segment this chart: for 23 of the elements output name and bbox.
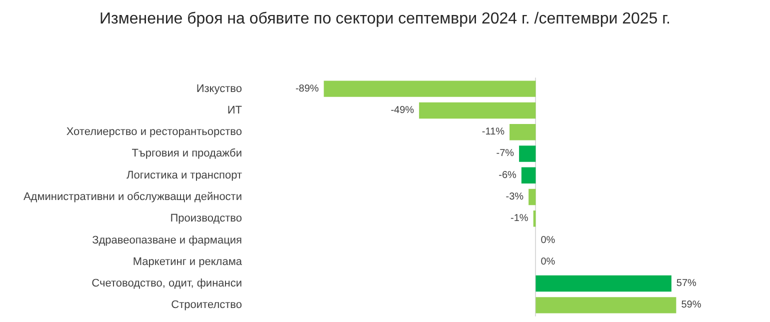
- data-label: -7%: [496, 148, 514, 160]
- y-tick-label: Маркетинг и реклама: [132, 256, 243, 268]
- data-label: -11%: [482, 126, 505, 138]
- y-tick-label: Строителство: [171, 299, 242, 312]
- y-tick-label: Хотелиерство и ресторантьорство: [66, 126, 242, 138]
- data-label: -1%: [510, 213, 528, 224]
- data-label: -6%: [498, 170, 517, 181]
- y-tick-label: Административни и обслужващи дейности: [23, 191, 242, 203]
- y-tick-label: Здравеопазване и фармация: [92, 234, 242, 246]
- chart-title: Изменение броя на обявите по сектори септември 2024 г. /септември 2025 г.: [100, 10, 670, 28]
- data-label: 57%: [676, 278, 697, 290]
- data-label: -49%: [390, 104, 414, 116]
- data-label: 59%: [681, 300, 702, 311]
- y-tick-label: ИТ: [227, 104, 242, 116]
- y-tick-label: Логистика и транспорт: [126, 169, 242, 182]
- y-tick-label: Производство: [170, 212, 242, 225]
- y-tick-label: Изкуство: [196, 82, 242, 95]
- y-tick-label: Счетоводство, одит, финанси: [92, 278, 242, 290]
- data-label: -89%: [295, 83, 319, 94]
- data-label: -3%: [506, 192, 524, 202]
- data-label: 0%: [540, 256, 556, 268]
- y-tick-label: Търговия и продажби: [132, 148, 242, 160]
- data-label: 0%: [540, 234, 556, 246]
